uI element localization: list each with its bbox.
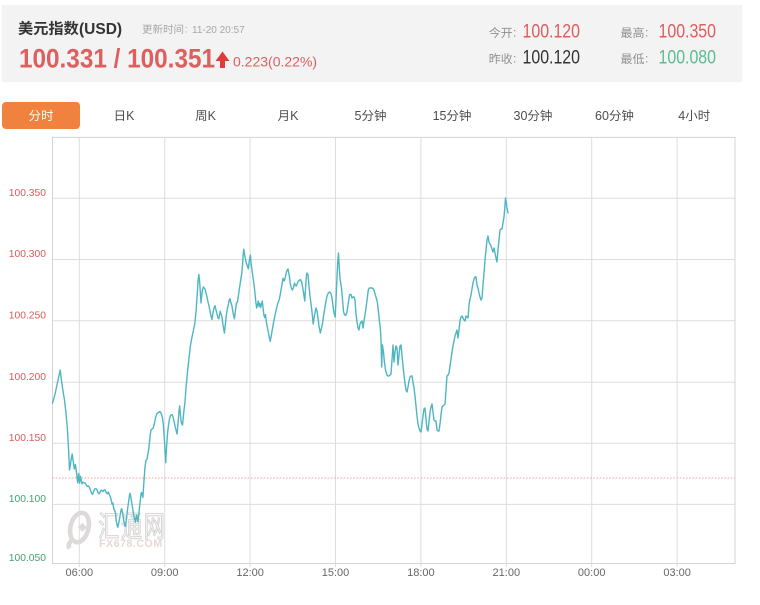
svg-text:30: 30	[514, 109, 528, 123]
svg-text:(USD): (USD)	[79, 21, 122, 38]
svg-text:03:00: 03:00	[663, 567, 691, 579]
svg-text::: :	[645, 26, 648, 40]
svg-text::: :	[513, 52, 516, 66]
svg-text:100.120: 100.120	[523, 22, 581, 43]
svg-text::: :	[513, 26, 516, 40]
svg-text:100.080: 100.080	[659, 48, 717, 69]
svg-text:11-20 20:57: 11-20 20:57	[192, 25, 245, 36]
svg-text:100.350: 100.350	[9, 188, 46, 199]
svg-text:100.120: 100.120	[523, 48, 581, 69]
svg-text:K: K	[126, 109, 135, 123]
svg-text:00:00: 00:00	[578, 567, 606, 579]
svg-text::: :	[645, 52, 648, 66]
svg-text:100.331 / 100.351: 100.331 / 100.351	[19, 44, 215, 74]
svg-text:100.250: 100.250	[9, 311, 46, 322]
svg-text:5: 5	[355, 109, 362, 123]
svg-text:4: 4	[678, 109, 685, 123]
svg-text:12:00: 12:00	[236, 567, 264, 579]
svg-text:100.100: 100.100	[9, 494, 46, 505]
svg-text:21:00: 21:00	[493, 567, 521, 579]
svg-text:100.150: 100.150	[9, 433, 46, 444]
svg-text:0.223(0.22%): 0.223(0.22%)	[233, 54, 317, 70]
svg-text:100.200: 100.200	[9, 372, 46, 383]
svg-text:18:00: 18:00	[407, 567, 435, 579]
svg-text:06:00: 06:00	[66, 567, 94, 579]
svg-text:60: 60	[595, 109, 609, 123]
svg-text:15:00: 15:00	[322, 567, 350, 579]
svg-text:K: K	[290, 109, 299, 123]
svg-text:100.300: 100.300	[9, 249, 46, 260]
svg-text:09:00: 09:00	[151, 567, 179, 579]
svg-text::: :	[185, 24, 188, 36]
svg-text:100.350: 100.350	[659, 22, 717, 43]
svg-text:K: K	[208, 109, 217, 123]
svg-text:15: 15	[433, 109, 447, 123]
svg-text:100.050: 100.050	[9, 553, 46, 564]
svg-text:FX678.COM: FX678.COM	[99, 538, 163, 550]
